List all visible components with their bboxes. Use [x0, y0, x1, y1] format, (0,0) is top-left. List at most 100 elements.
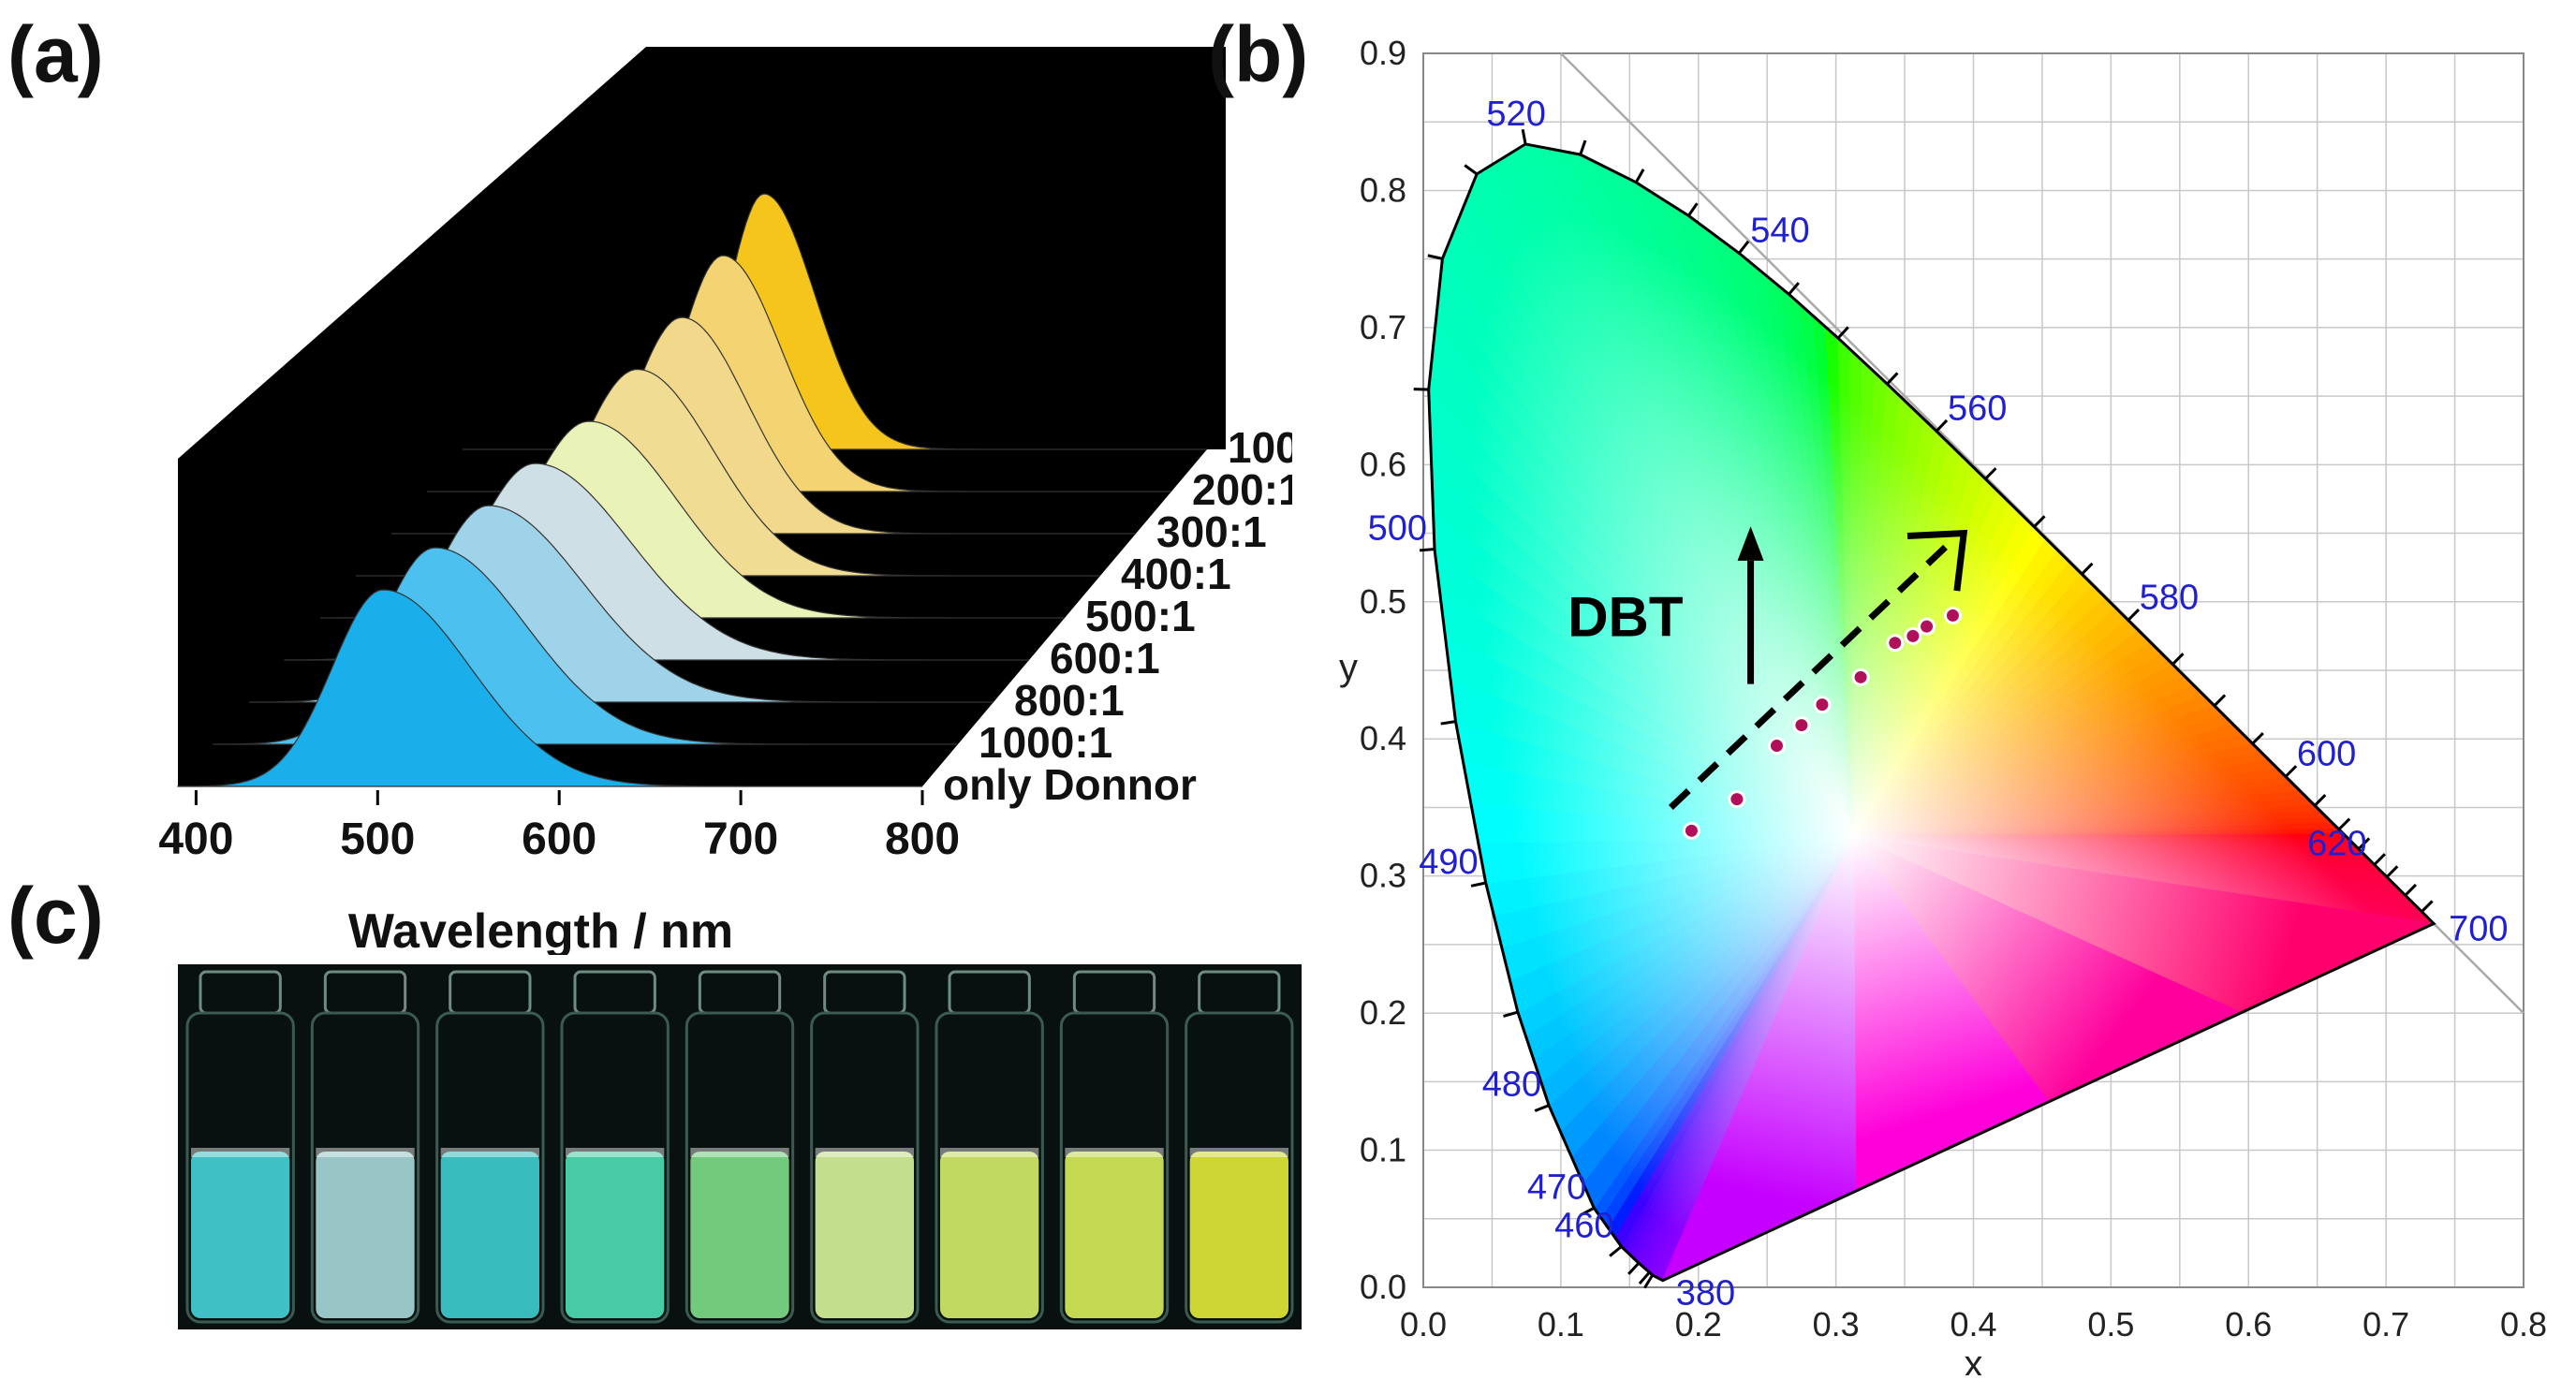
series-label: only Donnor	[943, 760, 1197, 809]
cie-chromaticity-chart: 3804604704804905005205405605806006207000…	[1208, 0, 2576, 1375]
locus-tick	[1688, 203, 1697, 215]
cie-point	[1906, 628, 1921, 643]
locus-tick	[1420, 550, 1435, 551]
wavelength-label: 580	[2140, 578, 2199, 617]
locus-tick	[2421, 901, 2432, 911]
locus-tick	[1465, 165, 1477, 173]
vial-solution	[316, 1152, 414, 1318]
vial-solution	[1065, 1152, 1163, 1318]
x-tick-label: 0.8	[2500, 1305, 2547, 1343]
vial-meniscus	[816, 1148, 914, 1157]
locus-tick	[1535, 1106, 1549, 1111]
vial-solution	[940, 1152, 1038, 1318]
locus-tick	[2172, 653, 2183, 664]
x-axis-label: x	[1965, 1343, 1983, 1375]
locus-tick	[1636, 169, 1643, 183]
y-tick-label: 0.6	[1360, 445, 1406, 483]
locus-tick	[1610, 1247, 1621, 1256]
x-tick-label: 0.7	[2363, 1305, 2409, 1343]
vial-meniscus	[940, 1148, 1038, 1157]
locus-tick	[1471, 883, 1486, 886]
panel-a-label: (a)	[7, 9, 104, 100]
locus-tick	[1936, 420, 1947, 431]
vial-solution	[816, 1152, 914, 1318]
wavelength-label: 470	[1527, 1167, 1586, 1207]
vial-meniscus	[441, 1148, 539, 1157]
wavelength-label: 500	[1368, 509, 1427, 549]
x-tick-label: 0.5	[2087, 1305, 2134, 1343]
locus-tick	[1985, 468, 1995, 478]
x-tick-label: 0.3	[1813, 1305, 1860, 1343]
vial-solution	[191, 1152, 289, 1318]
x-tick-label: 0.1	[1538, 1305, 1584, 1343]
wavelength-label: 620	[2307, 825, 2366, 864]
wavelength-label: 560	[1948, 389, 2007, 428]
locus-tick	[1428, 256, 1443, 258]
y-tick-label: 0.8	[1360, 170, 1406, 209]
locus-tick	[2286, 766, 2296, 776]
wavelength-label: 600	[2297, 734, 2356, 773]
vial-meniscus	[1065, 1148, 1163, 1157]
cie-point	[1920, 619, 1935, 634]
panel-b-label: (b)	[1208, 9, 1308, 100]
cie-point	[1853, 669, 1868, 684]
cie-point	[1888, 636, 1903, 651]
panel-c-vial-photo	[178, 964, 1302, 1329]
cie-point	[1730, 792, 1744, 807]
cie-point	[1945, 608, 1960, 623]
y-tick-label: 0.4	[1360, 719, 1406, 757]
vial-solution	[1190, 1152, 1288, 1318]
locus-tick	[2375, 854, 2385, 864]
locus-tick	[2128, 609, 2139, 620]
wavelength-label: 540	[1750, 211, 1809, 250]
locus-tick	[2082, 564, 2092, 574]
vial-solution	[566, 1152, 664, 1318]
vial-meniscus	[566, 1148, 664, 1157]
locus-tick	[2215, 695, 2225, 705]
locus-tick	[2406, 885, 2416, 895]
locus-tick	[1441, 722, 1456, 724]
x-tick-label: 0.0	[1400, 1305, 1447, 1343]
locus-tick	[1581, 140, 1585, 154]
y-tick-label: 0.9	[1360, 34, 1406, 72]
x-tick-label: 0.2	[1675, 1305, 1722, 1343]
x-tick-label: 800	[885, 815, 960, 864]
y-axis-label: y	[1339, 647, 1358, 688]
panel-a: (a) 100:1200:1300:1400:1500:1600:1800:11…	[0, 0, 1292, 955]
y-tick-label: 0.1	[1360, 1131, 1406, 1169]
vial-meniscus	[191, 1148, 289, 1157]
y-tick-label: 0.3	[1360, 857, 1406, 895]
dbt-annotation: DBT	[1568, 585, 1683, 648]
vial-solution	[441, 1152, 539, 1318]
emission-spectra-chart: 100:1200:1300:1400:1500:1600:1800:11000:…	[0, 0, 1292, 955]
vial-solution	[690, 1152, 788, 1318]
wavelength-label: 520	[1486, 95, 1545, 134]
x-axis-label: Wavelength / nm	[348, 904, 733, 955]
x-tick-label: 0.6	[2225, 1305, 2272, 1343]
locus-tick	[1739, 242, 1748, 254]
x-tick-label: 700	[703, 815, 778, 864]
locus-tick	[2315, 795, 2325, 805]
vial-meniscus	[690, 1148, 788, 1157]
y-tick-label: 0.7	[1360, 308, 1406, 346]
x-tick-label: 400	[158, 815, 233, 864]
vial-meniscus	[316, 1148, 414, 1157]
cie-point	[1769, 739, 1784, 754]
y-tick-label: 0.5	[1360, 582, 1406, 621]
wavelength-label: 490	[1419, 843, 1478, 882]
wavelength-label: 700	[2449, 909, 2508, 948]
cie-point	[1794, 718, 1809, 733]
cie-point	[1684, 823, 1699, 838]
y-tick-label: 0.0	[1360, 1268, 1406, 1306]
vial-photo	[178, 964, 1302, 1329]
x-tick-label: 0.4	[1950, 1305, 1996, 1343]
wavelength-label: 480	[1482, 1065, 1541, 1105]
cie-point	[1815, 697, 1830, 712]
x-tick-label: 500	[340, 815, 415, 864]
x-tick-label: 600	[522, 815, 596, 864]
vial-meniscus	[1190, 1148, 1288, 1157]
y-tick-label: 0.2	[1360, 993, 1406, 1032]
wavelength-label: 460	[1554, 1207, 1613, 1246]
locus-tick	[2034, 516, 2044, 526]
